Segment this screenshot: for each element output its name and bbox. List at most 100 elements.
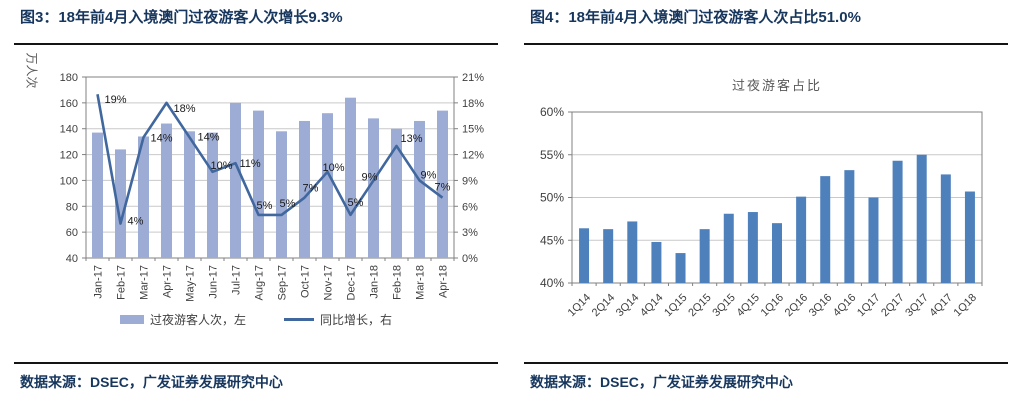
overnight-visitors-bar <box>276 131 287 258</box>
overnight-visitors-bar <box>253 110 264 258</box>
yoy-point-label: 7% <box>303 183 319 195</box>
overnight-visitors-bar <box>322 113 333 258</box>
overnight-share-bar <box>772 223 782 283</box>
overnight-share-bar <box>723 213 734 283</box>
overnight-share-bar <box>627 221 638 283</box>
quarter-tick-label: 4Q16 <box>831 292 859 320</box>
overnight-visitors-bar <box>230 102 241 258</box>
right-y-tick-label: 9% <box>462 175 478 187</box>
yoy-point-label: 4% <box>128 216 144 228</box>
month-tick-label: Jun-17 <box>208 265 220 299</box>
overnight-share-bar <box>964 191 975 283</box>
right-y-tick-label: 15% <box>462 124 484 136</box>
figure3-source-rule <box>14 362 498 364</box>
overnight-share-bar <box>820 176 831 283</box>
quarter-tick-label: 3Q17 <box>903 292 931 320</box>
yoy-point-label: 14% <box>151 132 173 144</box>
left-y-tick-label: 120 <box>60 150 78 162</box>
quarter-tick-label: 2Q17 <box>879 292 907 320</box>
overnight-visitors-bar <box>437 110 448 258</box>
yoy-point-label: 10% <box>323 162 345 174</box>
quarter-tick-label: 1Q18 <box>952 292 980 320</box>
overnight-share-bar <box>892 160 903 283</box>
month-tick-label: Aug-17 <box>254 265 266 300</box>
quarter-tick-label: 4Q17 <box>927 292 955 320</box>
left-y-tick-label: 40 <box>66 253 78 265</box>
yoy-point-label: 5% <box>257 200 273 212</box>
figure3-source: 数据来源：DSEC，广发证券发展研究中心 <box>20 374 283 390</box>
month-tick-label: Apr-17 <box>162 265 174 298</box>
y-tick-label: 55% <box>540 148 564 162</box>
figure4-bar-chart: 过夜游客占比60%55%50%45%40%1Q142Q143Q144Q141Q1… <box>540 78 983 320</box>
legend-item-bars: 过夜游客人次，左 <box>119 311 246 328</box>
yoy-point-label: 5% <box>280 198 296 210</box>
yoy-point-label: 5% <box>348 197 364 209</box>
yoy-point-label: 7% <box>435 182 451 194</box>
bar-series-label: 过夜游客人次，左 <box>149 313 246 327</box>
right-y-tick-label: 18% <box>462 98 484 110</box>
quarter-tick-label: 1Q15 <box>662 292 690 320</box>
yoy-point-label: 11% <box>240 158 261 170</box>
month-tick-label: Mar-17 <box>139 265 151 300</box>
bar-series-swatch <box>119 315 144 324</box>
y-tick-label: 50% <box>540 191 564 205</box>
y-tick-label: 60% <box>540 105 564 119</box>
yoy-point-label: 9% <box>421 169 437 181</box>
quarter-tick-label: 1Q16 <box>759 292 787 320</box>
yoy-growth-line <box>96 94 444 225</box>
overnight-share-bar <box>675 253 686 283</box>
figure3-legend: 过夜游客人次，左 同比增长，右 <box>14 311 498 328</box>
yoy-point-label: 10% <box>211 160 233 172</box>
yoy-point-label: 18% <box>174 103 196 115</box>
quarter-tick-label: 1Q14 <box>566 292 594 320</box>
figure3-title-rule <box>14 43 498 45</box>
left-y-tick-label: 160 <box>60 98 78 110</box>
overnight-share-bar <box>699 229 710 283</box>
figure3-combo-chart: 180 160 140 120 100 80 60 40 21% 18% 15% 12% 9% 6% 3% 0… <box>60 72 485 302</box>
figure4-source: 数据来源：DSEC，广发证券发展研究中心 <box>530 374 793 390</box>
overnight-share-bar <box>796 196 807 283</box>
y-tick-label: 40% <box>540 276 564 290</box>
yoy-point-label: 9% <box>362 171 378 183</box>
left-y-tick-label: 80 <box>66 201 78 213</box>
left-y-tick-label: 140 <box>60 124 78 136</box>
quarter-tick-label: 3Q16 <box>807 292 835 320</box>
overnight-visitors-bar <box>414 120 425 258</box>
quarter-tick-label: 4Q14 <box>638 292 666 320</box>
month-tick-label: Apr-18 <box>438 265 450 298</box>
month-tick-label: Jan-17 <box>93 265 105 299</box>
overnight-share-bar <box>579 228 590 283</box>
overnight-visitors-bar <box>299 120 310 258</box>
quarter-tick-label: 2Q16 <box>783 292 811 320</box>
month-tick-label: May-17 <box>185 265 197 302</box>
right-y-tick-label: 21% <box>462 72 484 84</box>
month-tick-label: Feb-17 <box>116 265 128 300</box>
figure4-panel: 图4：18年前4月入境澳门过夜游客人次占比51.0% 过夜游客占比 60% 55% 5… <box>524 8 1010 404</box>
left-y-tick-label: 180 <box>60 72 78 84</box>
quarter-tick-label: 1Q17 <box>855 292 883 320</box>
overnight-visitors-bar <box>161 123 172 259</box>
quarter-tick-label: 2Q15 <box>686 292 714 320</box>
overnight-share-bar <box>940 174 951 283</box>
month-tick-label: Nov-17 <box>323 265 335 300</box>
right-y-tick-label: 0% <box>462 253 478 265</box>
figure4-title-rule <box>524 43 1008 45</box>
overnight-share-bar <box>747 212 758 283</box>
chart-title: 过夜游客占比 <box>732 78 822 93</box>
figure3-title: 图3：18年前4月入境澳门过夜游客人次增长9.3% <box>20 9 343 26</box>
overnight-visitors-bar <box>92 132 103 258</box>
right-y-tick-label: 3% <box>462 227 478 239</box>
left-y-tick-label: 60 <box>66 227 78 239</box>
overnight-visitors-bar <box>391 128 402 258</box>
quarter-tick-label: 2Q14 <box>590 292 618 320</box>
month-tick-label: Dec-17 <box>346 265 358 300</box>
month-tick-label: Jul-17 <box>231 265 243 295</box>
quarter-tick-label: 3Q14 <box>614 292 642 320</box>
overnight-visitors-bar <box>138 136 149 258</box>
month-tick-label: Mar-18 <box>415 265 427 300</box>
month-tick-label: Jan-18 <box>369 265 381 299</box>
overnight-share-bar <box>603 229 614 283</box>
yoy-point-label: 13% <box>401 133 423 145</box>
overnight-share-bar <box>651 241 662 283</box>
